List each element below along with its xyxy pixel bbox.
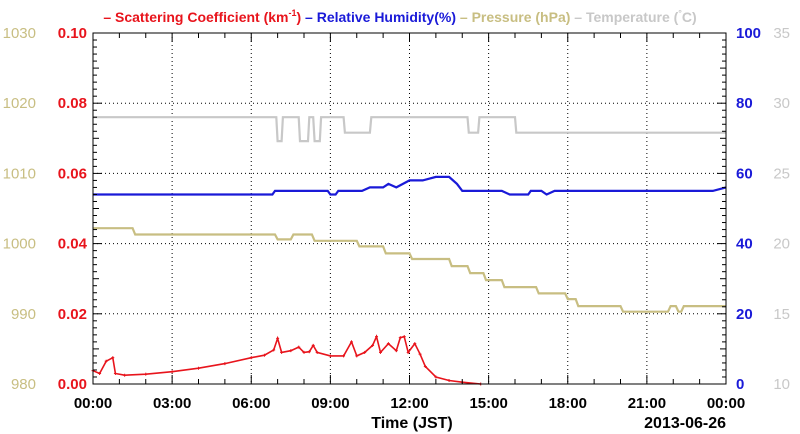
x-tick-label: 00:00: [74, 395, 112, 412]
y-tick-label-temperature: 25: [773, 165, 790, 182]
y-tick-label-temperature: 30: [773, 95, 790, 112]
date-label: 2013-06-26: [644, 415, 726, 432]
x-axis-label: Time (JST): [371, 415, 453, 432]
x-tick-label: 12:00: [390, 395, 428, 412]
y-tick-label-temperature: 10: [773, 376, 790, 393]
legend: – Scattering Coefficient (km-1) – Relati…: [103, 8, 696, 25]
series-line-scattering-coefficient: [92, 334, 481, 385]
x-tick-label: 15:00: [469, 395, 507, 412]
y-tick-label-scattering: 0.08: [58, 95, 87, 112]
y-tick-label-scattering: 0.06: [58, 165, 87, 182]
y-tick-label-scattering: 0.10: [58, 25, 87, 42]
legend-superscript: °: [678, 8, 682, 18]
y-tick-label-temperature: 15: [773, 306, 790, 323]
x-tick-label: 06:00: [232, 395, 270, 412]
y-tick-label-pressure: 990: [11, 306, 36, 323]
y-tick-label-pressure: 1010: [3, 165, 36, 182]
legend-item: – Relative Humidity(%): [301, 9, 456, 25]
y-tick-label-humidity: 20: [736, 306, 753, 323]
x-tick-label: 21:00: [628, 395, 666, 412]
legend-suffix: ): [297, 9, 302, 25]
y-tick-label-pressure: 1000: [3, 236, 36, 253]
y-tick-label-scattering: 0.00: [58, 376, 87, 393]
x-tick-label: 09:00: [311, 395, 349, 412]
y-tick-label-humidity: 80: [736, 95, 753, 112]
y-tick-label-humidity: 0: [736, 376, 744, 393]
y-tick-label-pressure: 1020: [3, 95, 36, 112]
y-tick-label-pressure: 1030: [3, 25, 36, 42]
grid-lines: [93, 33, 726, 384]
x-tick-label: 18:00: [549, 395, 587, 412]
series-line-pressure: [93, 227, 726, 313]
series-line-relative-humidity: [93, 175, 727, 196]
y-tick-label-scattering: 0.04: [58, 236, 88, 253]
tick-marks: [92, 32, 727, 385]
x-tick-label: 00:00: [707, 395, 745, 412]
series-layer: [91, 116, 727, 386]
y-tick-label-humidity: 100: [736, 25, 761, 42]
x-tick-label: 03:00: [153, 395, 191, 412]
legend-superscript: -1: [288, 8, 296, 18]
legend-item: – Temperature (: [570, 9, 678, 25]
legend-item: – Scattering Coefficient (km: [103, 9, 288, 25]
y-tick-label-pressure: 980: [11, 376, 36, 393]
tick-labels: 00:00 03:00 06:00 09:00 12:00 15:00 18:00 21:00…: [3, 25, 790, 412]
y-tick-label-humidity: 60: [736, 165, 753, 182]
y-tick-label-temperature: 35: [773, 25, 790, 42]
y-tick-label-temperature: 20: [773, 236, 790, 253]
legend-item: – Pressure (hPa): [456, 9, 570, 25]
y-tick-label-humidity: 40: [736, 236, 753, 253]
y-tick-label-scattering: 0.02: [58, 306, 87, 323]
series-line-temperature: [93, 116, 726, 143]
legend-suffix: C): [682, 9, 697, 25]
